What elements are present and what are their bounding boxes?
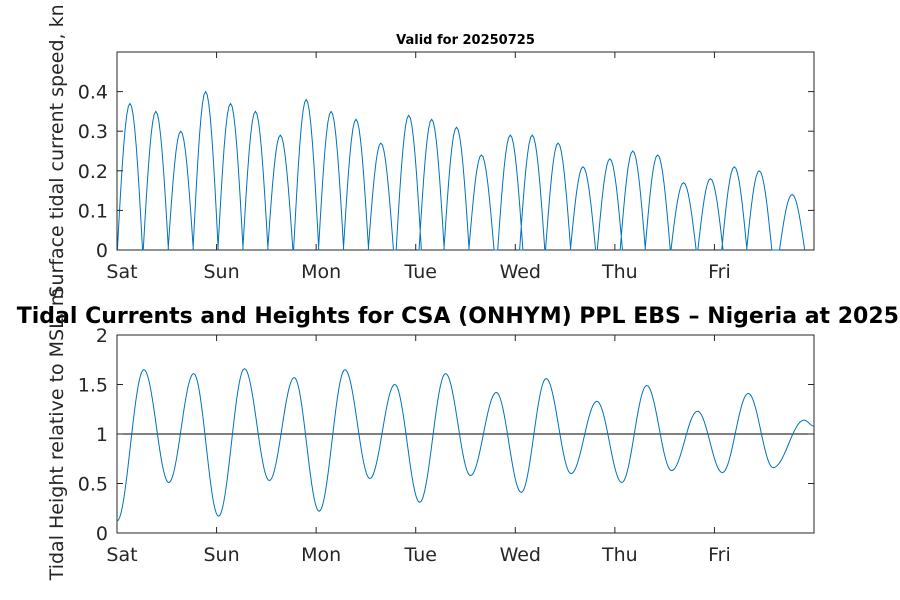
current-speed-x-tick-label: Mon: [301, 261, 341, 283]
tidal-height-y-tick-label: 1.5: [78, 375, 108, 397]
current-speed-x-tick-label: Sun: [203, 261, 239, 283]
current-speed-y-tick-label: 0: [96, 240, 108, 262]
tidal-height-line: [116, 368, 815, 522]
tidal-height-x-tick-label: Wed: [500, 544, 541, 566]
tidal-height-y-tick-label: 0: [96, 523, 108, 545]
current-speed-x-tick-label: Sat: [106, 261, 137, 283]
current-speed-x-tick-label: Tue: [403, 261, 436, 283]
tidal-height-y-tick-label: 1: [96, 424, 108, 446]
tidal-height-x-tick-label: Sat: [106, 544, 137, 566]
tidal-height-y-tick-label: 0.5: [78, 474, 108, 496]
tidal-height-y-tick-label: 2: [96, 325, 108, 347]
chart-main-title: Tidal Currents and Heights for CSA (ONHY…: [17, 304, 900, 329]
current-speed-line: [116, 90, 806, 251]
current-speed-x-tick-label: Fri: [708, 261, 731, 283]
tidal-height-x-tick-label: Mon: [301, 544, 341, 566]
tidal-height-x-tick-label: Thu: [601, 544, 638, 566]
current-speed-y-tick-label: 0.3: [78, 121, 108, 143]
current-speed-y-tick-label: 0.2: [78, 161, 108, 183]
tidal-height-x-tick-label: Fri: [708, 544, 731, 566]
tidal-height-panel: 0 0.5 1 1.5 2 Sat Sun Mon Tue Wed Thu Fri Tidal Cur…: [17, 288, 900, 582]
current-speed-x-tick-label: Thu: [601, 261, 638, 283]
tidal-height-x-tick-label: Sun: [203, 544, 239, 566]
tidal-height-y-axis-label: Tidal Height relative to MSL, m: [46, 288, 68, 582]
current-speed-title: Valid for 20250725: [396, 33, 535, 48]
current-speed-y-tick-label: 0.1: [78, 200, 108, 222]
current-speed-y-axis-label: Surface tidal current speed, kn: [46, 4, 68, 297]
current-speed-x-tick-label: Wed: [500, 261, 541, 283]
current-speed-axes: [116, 51, 815, 251]
current-speed-panel: 0 0.1 0.2 0.3 0.4 Sat Sun Mon Tue Wed Thu Fri Valid…: [46, 4, 815, 298]
tidal-height-x-tick-label: Tue: [403, 544, 436, 566]
current-speed-y-tick-label: 0.4: [78, 82, 108, 104]
